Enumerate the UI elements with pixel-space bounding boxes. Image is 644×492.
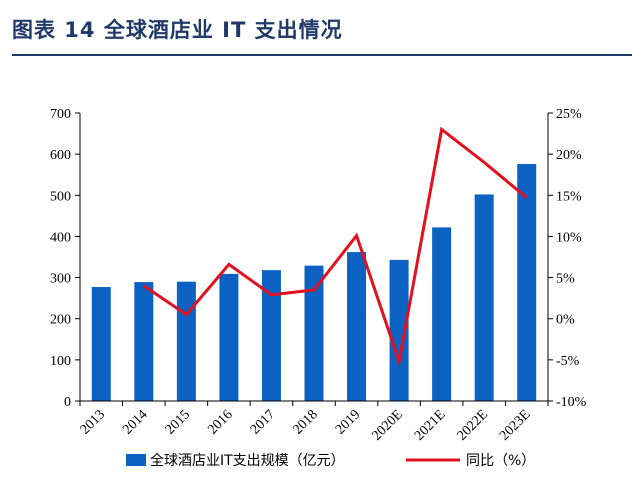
bar (347, 252, 367, 401)
y-tick-label-right: 20% (556, 148, 582, 163)
bar (219, 273, 239, 401)
x-tick-label: 2016 (205, 407, 235, 437)
bar (474, 194, 494, 401)
y-tick-label-left: 100 (50, 354, 71, 369)
title-underline (12, 54, 632, 56)
x-tick-label: 2021E (412, 407, 448, 443)
x-tick-label: 2014 (120, 407, 150, 437)
chart-title: 图表 14 全球酒店业 IT 支出情况 (12, 18, 343, 42)
bar (176, 281, 196, 401)
bar (261, 270, 281, 401)
x-tick-label: 2017 (248, 407, 278, 437)
y-tick-label-left: 200 (50, 313, 71, 328)
y-tick-label-right: 0% (556, 313, 575, 328)
x-tick-label: 2013 (78, 407, 108, 437)
y-tick-label-right: -10% (556, 395, 587, 410)
x-tick-label: 2019 (333, 407, 363, 437)
y-tick-label-right: 15% (556, 189, 582, 204)
y-tick-label-left: 400 (50, 230, 71, 245)
legend-bar-label: 全球酒店业IT支出规模（亿元） (150, 452, 345, 469)
x-tick-label: 2022E (455, 407, 491, 443)
yoy-line (142, 126, 528, 368)
y-tick-label-right: 5% (556, 272, 575, 287)
bar (304, 265, 324, 401)
y-tick-label-right: 10% (556, 230, 582, 245)
legend-bar-swatch (126, 454, 146, 466)
legend-line-label: 同比（%） (466, 453, 535, 469)
x-tick-label: 2023E (497, 407, 533, 443)
bar (389, 259, 409, 401)
y-tick-label-right: -5% (556, 354, 580, 369)
bar (134, 282, 154, 401)
x-tick-label: 2020E (369, 407, 405, 443)
plot-area: 0 100 200 300 400 500 600 700 -10% -5% 0% 5% 10% 15% 2… (50, 107, 587, 444)
bar (432, 227, 452, 401)
bar (91, 287, 111, 401)
legend: 全球酒店业IT支出规模（亿元） 同比（%） (126, 452, 535, 469)
bar (517, 164, 537, 401)
x-tick-label: 2015 (163, 407, 193, 437)
y-tick-label-left: 700 (50, 107, 71, 122)
y-tick-label-right: 25% (556, 107, 582, 122)
y-tick-label-left: 0 (64, 395, 71, 410)
x-tick-label: 2018 (290, 407, 320, 437)
y-tick-label-left: 600 (50, 148, 71, 163)
y-tick-label-left: 300 (50, 272, 71, 287)
y-tick-label-left: 500 (50, 189, 71, 204)
